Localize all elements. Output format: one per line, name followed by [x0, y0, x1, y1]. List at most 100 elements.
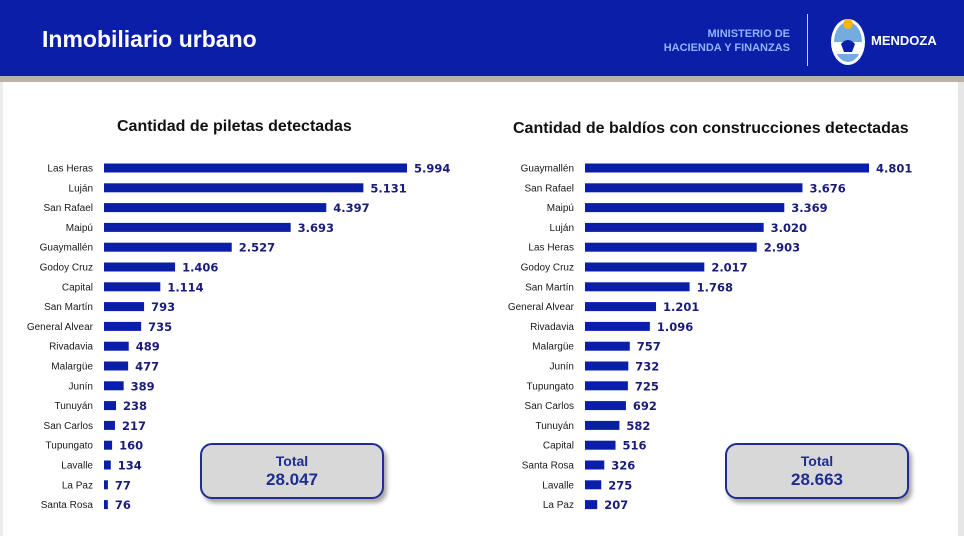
category-label: Guaymallén — [40, 243, 93, 254]
bar — [104, 401, 117, 411]
value-label: 2.903 — [764, 241, 800, 255]
category-label: La Paz — [62, 480, 93, 491]
total-box-piletas: Total 28.047 — [200, 443, 384, 499]
value-label: 5.994 — [414, 162, 450, 176]
bar — [585, 262, 705, 272]
province-seal-icon — [831, 19, 865, 65]
bar — [585, 183, 803, 193]
category-label: Junín — [550, 362, 574, 373]
bar — [585, 321, 650, 331]
bar — [585, 440, 616, 450]
value-label: 160 — [119, 439, 143, 453]
bar — [585, 203, 785, 213]
header-strip — [0, 76, 964, 82]
value-label: 217 — [122, 419, 146, 433]
chart-title-piletas: Cantidad de piletas detectadas — [117, 118, 352, 135]
province-name: MENDOZA — [871, 33, 937, 48]
total-label: Total — [275, 453, 309, 469]
value-label: 3.693 — [298, 221, 334, 235]
category-label: Capital — [543, 441, 574, 452]
bar — [585, 420, 620, 430]
value-label: 582 — [626, 419, 650, 433]
bar — [104, 163, 407, 173]
value-label: 477 — [135, 360, 159, 374]
bar — [585, 341, 630, 351]
bar — [585, 480, 602, 490]
category-label: Godoy Cruz — [40, 263, 93, 274]
bar — [585, 500, 598, 510]
bar — [104, 381, 124, 391]
total-box-baldios: Total 28.663 — [725, 443, 909, 499]
bar — [104, 341, 129, 351]
bar — [104, 361, 129, 371]
category-label: San Martín — [44, 302, 93, 313]
bar — [585, 222, 764, 232]
category-label: Maipú — [547, 203, 574, 214]
bar — [585, 361, 629, 371]
value-label: 3.369 — [791, 201, 827, 215]
ministry-line-2: HACIENDA Y FINANZAS — [663, 42, 790, 54]
left-edge — [0, 82, 3, 536]
chart-piletas: Las Heras 5.994 Luján 5.131 San Rafael 4.397 M… — [27, 162, 451, 513]
bar — [585, 242, 757, 252]
bar — [585, 302, 657, 312]
value-label: 2.527 — [239, 241, 275, 255]
category-label: Guaymallén — [521, 164, 574, 175]
category-label: Lavalle — [542, 480, 574, 491]
value-label: 76 — [115, 498, 131, 512]
header-divider — [807, 14, 808, 66]
value-label: 4.801 — [876, 162, 912, 176]
category-label: Rivadavia — [49, 342, 93, 353]
category-label: Tupungato — [46, 441, 94, 452]
category-label: San Carlos — [44, 421, 93, 432]
value-label: 275 — [608, 478, 632, 492]
value-label: 1.768 — [697, 280, 733, 294]
bar — [104, 440, 113, 450]
value-label: 77 — [115, 478, 131, 492]
category-label: San Rafael — [44, 203, 93, 214]
category-label: Lavalle — [61, 461, 93, 472]
value-label: 3.676 — [809, 181, 845, 195]
category-label: San Carlos — [525, 401, 574, 412]
value-label: 3.020 — [771, 221, 807, 235]
value-label: 757 — [637, 340, 661, 354]
value-label: 5.131 — [370, 181, 406, 195]
category-label: Santa Rosa — [41, 500, 94, 511]
value-label: 725 — [635, 379, 659, 393]
value-label: 2.017 — [711, 261, 747, 275]
category-label: General Alvear — [27, 322, 94, 333]
bar — [104, 420, 115, 430]
total-value: 28.663 — [791, 470, 843, 489]
category-label: La Paz — [543, 500, 574, 511]
bar — [104, 242, 232, 252]
category-label: Capital — [62, 282, 93, 293]
value-label: 735 — [148, 320, 172, 334]
category-label: Santa Rosa — [522, 461, 575, 472]
value-label: 692 — [633, 399, 657, 413]
category-label: Las Heras — [528, 243, 574, 254]
bar — [104, 460, 111, 470]
bar — [585, 163, 869, 173]
ministry-name: MINISTERIO DE HACIENDA Y FINANZAS — [640, 27, 790, 55]
category-label: Luján — [550, 223, 574, 234]
category-label: San Martín — [525, 282, 574, 293]
category-label: Rivadavia — [530, 322, 574, 333]
value-label: 134 — [118, 459, 142, 473]
bar — [104, 183, 364, 193]
category-label: San Rafael — [525, 183, 574, 194]
chart-baldios: Guaymallén 4.801 San Rafael 3.676 Maipú 3.369… — [508, 162, 913, 513]
value-label: 389 — [131, 379, 155, 393]
page-title: Inmobiliario urbano — [42, 26, 257, 52]
value-label: 238 — [123, 399, 147, 413]
value-label: 1.201 — [663, 300, 699, 314]
total-label: Total — [800, 453, 834, 469]
category-label: Godoy Cruz — [521, 263, 574, 274]
value-label: 1.406 — [182, 261, 218, 275]
bar — [585, 282, 690, 292]
value-label: 1.114 — [167, 280, 203, 294]
value-label: 793 — [151, 300, 175, 314]
value-label: 4.397 — [333, 201, 369, 215]
total-value: 28.047 — [266, 470, 318, 489]
category-label: Junín — [69, 381, 93, 392]
